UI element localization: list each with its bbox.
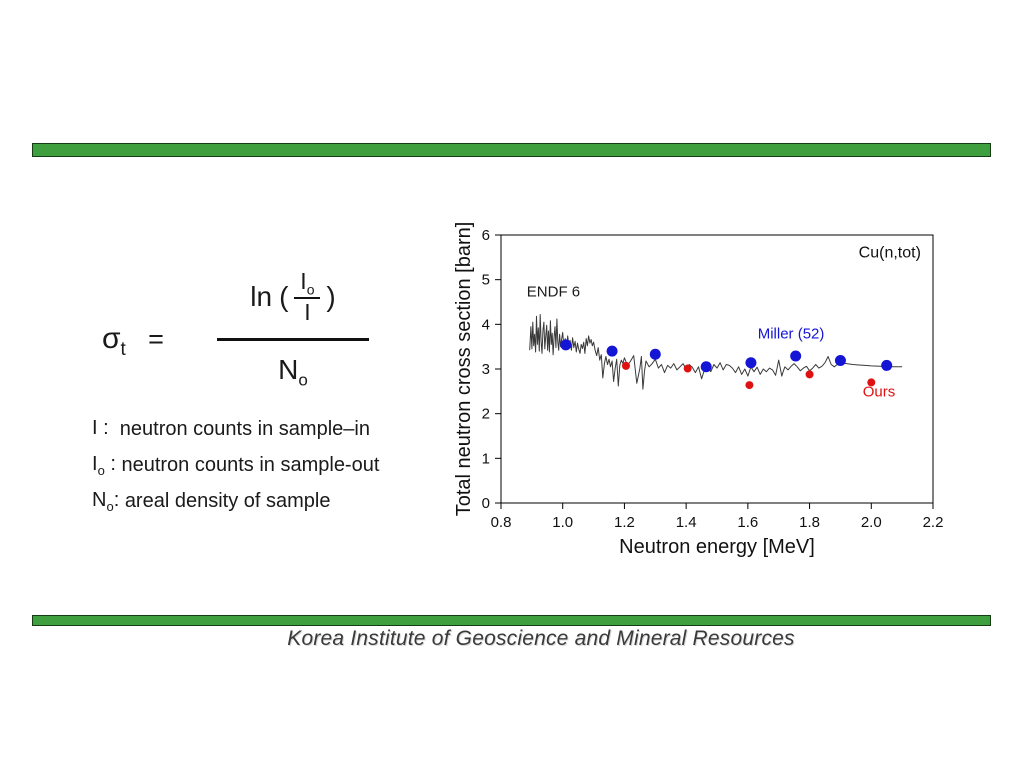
miller-point	[700, 361, 712, 373]
fraction-numerator: ln ( Io I )	[215, 256, 371, 338]
series-label: Miller (52)	[758, 326, 825, 343]
x-tick-label: 1.2	[614, 514, 635, 531]
formula-sigma-t: σt = ln ( Io I ) No	[102, 256, 402, 406]
endf6-line	[529, 314, 903, 390]
ours-point	[621, 361, 630, 370]
y-tick-label: 4	[482, 316, 490, 333]
plot-frame	[500, 234, 934, 504]
formula-lhs: σt =	[102, 322, 164, 361]
y-tick-label: 2	[482, 406, 490, 423]
fraction-denominator: No	[215, 354, 371, 391]
y-tick-label: 0	[482, 495, 490, 512]
ours-point	[745, 381, 754, 390]
inner-fraction: Io I	[294, 268, 321, 325]
sigma-subscript: t	[120, 339, 126, 360]
equals-sign: =	[148, 324, 164, 354]
no-subscript: o	[298, 370, 308, 390]
definition-symbol: No:	[92, 488, 125, 514]
x-tick-label: 1.0	[552, 514, 573, 531]
io-subscript: o	[306, 281, 315, 298]
ln-function: ln	[250, 281, 273, 312]
miller-point	[834, 355, 846, 367]
x-tick-label: 1.8	[799, 514, 820, 531]
io-base: I	[300, 268, 307, 295]
bottom-rule-bar	[32, 615, 991, 626]
definition-text: neutron counts in sample–in	[119, 417, 370, 440]
definition-text: areal density of sample	[124, 489, 331, 512]
x-tick-label: 2.2	[923, 514, 944, 531]
x-tick-label: 0.8	[491, 514, 512, 531]
x-tick-label: 1.4	[676, 514, 697, 531]
miller-point	[881, 359, 893, 371]
ours-point	[867, 378, 876, 387]
no-base: N	[278, 354, 299, 385]
definition-line-io: Io : neutron counts in sample-out	[92, 447, 379, 483]
x-axis-title: Neutron energy [MeV]	[619, 536, 815, 558]
miller-point	[606, 345, 618, 357]
ours-point	[805, 370, 814, 379]
definition-text: neutron counts in sample-out	[121, 453, 380, 476]
x-tick-label: 2.0	[861, 514, 882, 531]
footer-institute-name: Korea Institute of Geoscience and Minera…	[287, 627, 795, 650]
definition-line-no: No: areal density of sample	[92, 483, 379, 519]
definition-symbol: I :	[92, 416, 120, 439]
inner-fraction-bar	[294, 296, 321, 299]
y-tick-label: 1	[482, 450, 490, 467]
inner-numerator: Io	[300, 268, 314, 297]
close-paren: )	[326, 281, 336, 312]
series-label: ENDF 6	[527, 284, 580, 301]
sigma-symbol: σ	[102, 322, 121, 355]
fraction-bar	[217, 338, 369, 341]
symbol-definitions: I : neutron counts in sample–in Io : neu…	[92, 411, 379, 519]
definition-line-i: I : neutron counts in sample–in	[92, 411, 379, 447]
miller-point	[649, 348, 661, 360]
miller-point	[790, 350, 802, 362]
top-rule-bar	[32, 143, 991, 157]
y-tick-label: 3	[482, 361, 490, 378]
cross-section-chart: 0.8 1.0 1.2 1.4 1.6 1.8 2.0 2.2 0 1 2 3 4 5 6 Neutron e…	[440, 220, 970, 565]
x-tick-label: 1.6	[737, 514, 758, 531]
y-tick-label: 5	[482, 272, 490, 289]
miller-point	[560, 339, 572, 351]
y-axis-title: Total neutron cross section [barn]	[453, 222, 475, 517]
cross-section-chart-svg: 0.8 1.0 1.2 1.4 1.6 1.8 2.0 2.2 0 1 2 3 4 5 6 Neutron e…	[453, 222, 944, 558]
miller-point	[745, 357, 757, 369]
formula-fraction: ln ( Io I ) No	[215, 256, 371, 391]
inner-denominator: I	[304, 298, 311, 325]
y-tick-label: 6	[482, 227, 490, 244]
reaction-label: Cu(n,tot)	[859, 244, 921, 261]
open-paren: (	[279, 281, 289, 312]
series-label: Ours	[863, 384, 896, 401]
ours-point	[683, 364, 692, 373]
definition-symbol: Io :	[92, 452, 122, 478]
